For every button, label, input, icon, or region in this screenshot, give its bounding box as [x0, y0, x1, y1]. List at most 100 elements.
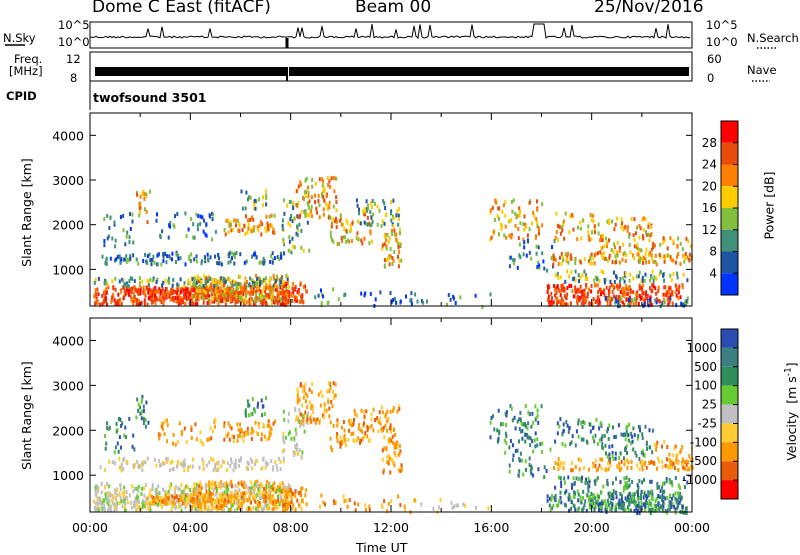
data-cell	[217, 460, 220, 465]
data-cell	[233, 464, 236, 469]
data-cell	[106, 482, 108, 486]
data-cell	[108, 226, 111, 231]
data-cell	[306, 417, 309, 422]
data-cell	[635, 506, 638, 511]
data-cell	[214, 465, 216, 470]
data-cell	[642, 495, 645, 500]
data-cell	[245, 432, 248, 437]
data-cell	[136, 498, 139, 503]
data-cell	[212, 468, 215, 473]
data-cell	[381, 219, 384, 224]
data-cell	[147, 287, 150, 292]
data-cell	[615, 274, 617, 279]
data-cell	[215, 298, 218, 303]
data-cell	[211, 506, 214, 511]
data-cell	[638, 456, 641, 461]
data-cell	[383, 234, 386, 239]
data-cell	[221, 289, 224, 294]
data-cell	[275, 503, 278, 508]
data-cell	[142, 189, 145, 194]
data-cell	[108, 459, 110, 464]
data-cell	[276, 274, 278, 279]
data-cell	[96, 300, 99, 305]
data-cell	[94, 492, 97, 497]
data-cell	[254, 499, 257, 504]
data-cell	[211, 482, 214, 487]
data-cell	[292, 281, 295, 286]
data-cell	[121, 504, 124, 509]
data-cell	[345, 239, 348, 244]
data-cell	[369, 210, 372, 215]
data-cell	[537, 420, 540, 425]
data-cell	[642, 216, 645, 221]
data-cell	[621, 221, 623, 226]
data-cell	[118, 254, 121, 259]
data-cell	[366, 215, 369, 220]
data-cell	[658, 485, 661, 490]
data-cell	[285, 291, 288, 296]
power-patch	[355, 198, 400, 228]
data-cell	[563, 293, 566, 298]
data-cell	[329, 436, 332, 441]
data-cell	[235, 490, 238, 495]
data-cell	[609, 500, 612, 505]
data-cell	[256, 508, 259, 513]
data-cell	[161, 229, 164, 234]
data-cell	[552, 257, 555, 262]
data-cell	[348, 419, 350, 424]
data-cell	[130, 286, 133, 291]
data-cell	[677, 461, 680, 466]
data-cell	[201, 284, 204, 289]
data-cell	[604, 443, 607, 448]
data-cell	[151, 278, 154, 283]
data-cell	[279, 467, 282, 471]
data-cell	[161, 252, 164, 257]
data-cell	[562, 258, 565, 263]
data-cell	[265, 437, 268, 442]
data-cell	[666, 246, 669, 251]
data-cell	[651, 428, 654, 433]
data-cell	[153, 288, 156, 292]
data-cell	[306, 393, 309, 398]
freq-label-bottom: [MHz]	[9, 64, 43, 78]
data-cell	[205, 276, 208, 281]
data-cell	[493, 427, 496, 432]
data-cell	[574, 443, 577, 448]
data-cell	[564, 211, 567, 216]
data-cell	[638, 286, 641, 291]
data-cell	[120, 256, 123, 261]
data-cell	[266, 227, 269, 232]
data-cell	[535, 244, 538, 249]
power-patch	[489, 198, 544, 242]
data-cell	[579, 220, 582, 225]
data-cell	[265, 202, 268, 207]
velocity-patch	[553, 457, 694, 473]
data-cell	[641, 480, 644, 485]
data-cell	[687, 239, 690, 244]
data-cell	[224, 279, 227, 284]
data-cell	[620, 459, 623, 464]
data-cell	[355, 198, 358, 203]
data-cell	[582, 489, 585, 494]
data-cell	[151, 487, 154, 492]
data-cell	[335, 208, 338, 213]
data-cell	[524, 439, 527, 444]
data-cell	[280, 280, 283, 285]
data-cell	[280, 255, 283, 259]
data-cell	[250, 229, 253, 234]
data-cell	[247, 283, 250, 288]
data-cell	[264, 465, 267, 470]
data-cell	[552, 503, 555, 508]
data-cell	[148, 504, 151, 509]
data-cell	[198, 294, 201, 299]
data-cell	[576, 301, 579, 306]
data-cell	[125, 234, 128, 239]
data-cell	[106, 421, 108, 426]
nsky-panel-frame	[89, 21, 693, 49]
data-cell	[254, 420, 257, 425]
data-cell	[571, 289, 574, 294]
power-patch	[416, 292, 492, 309]
data-cell	[559, 417, 562, 422]
data-cell	[270, 290, 273, 295]
data-cell	[311, 214, 313, 219]
